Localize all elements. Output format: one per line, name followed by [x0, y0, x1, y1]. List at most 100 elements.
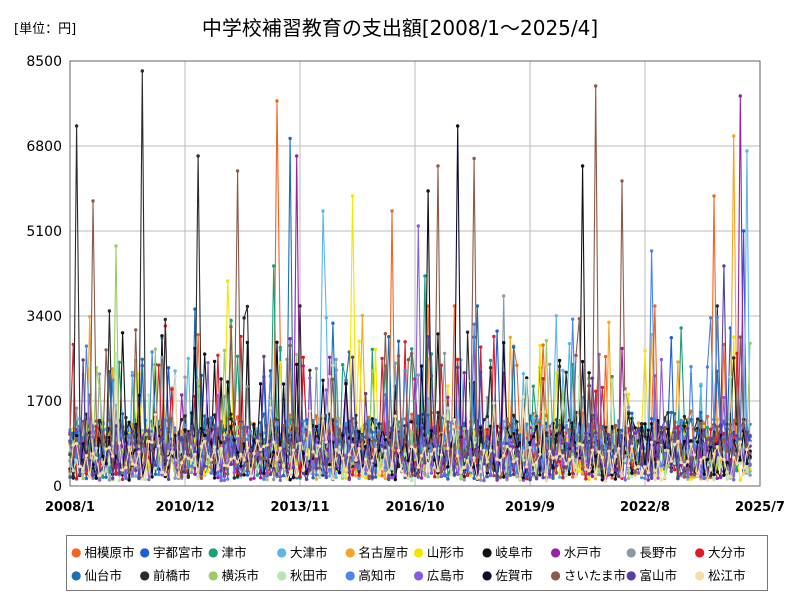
data-point: [610, 470, 614, 474]
data-point: [679, 418, 683, 422]
data-point: [633, 426, 637, 430]
data-point: [682, 414, 687, 419]
data-point: [699, 410, 703, 415]
data-point: [380, 444, 384, 448]
data-point: [157, 444, 161, 448]
data-point: [262, 354, 266, 359]
data-point: [518, 441, 522, 445]
data-point: [410, 412, 414, 416]
data-point: [193, 346, 197, 351]
data-point: [564, 462, 568, 466]
data-point: [383, 449, 388, 453]
data-point: [203, 414, 207, 418]
data-point: [534, 414, 539, 418]
data-point: [387, 335, 391, 339]
data-point: [344, 476, 348, 480]
data-point: [373, 447, 378, 452]
data-point: [193, 472, 197, 476]
data-point: [498, 440, 503, 444]
data-point: [383, 476, 388, 481]
data-point: [465, 330, 470, 334]
data-point: [268, 472, 273, 477]
data-point: [643, 476, 647, 480]
data-point: [508, 447, 512, 451]
data-point: [626, 405, 631, 409]
data-point: [281, 463, 286, 468]
legend-item: ● 大津市: [276, 542, 344, 561]
data-point: [242, 469, 246, 473]
data-point: [380, 455, 384, 459]
data-point: [209, 458, 213, 462]
data-point: [630, 444, 634, 449]
legend-marker-icon: ●: [71, 544, 82, 559]
x-tick-label: 2019/9: [505, 500, 555, 515]
data-point: [350, 473, 355, 477]
data-point: [508, 435, 512, 439]
data-point: [669, 410, 673, 415]
data-point: [193, 452, 197, 457]
data-point: [613, 454, 618, 459]
data-point: [377, 429, 381, 433]
data-point: [584, 477, 588, 481]
data-point: [525, 477, 529, 481]
data-point: [485, 475, 489, 479]
data-point: [91, 451, 95, 456]
data-point: [433, 447, 437, 451]
data-point: [452, 472, 457, 476]
data-point: [101, 454, 105, 459]
data-point: [160, 470, 164, 474]
data-point: [97, 473, 102, 478]
data-point: [669, 469, 673, 473]
data-point: [357, 460, 361, 464]
legend-label: 前橋市: [152, 568, 191, 583]
data-point: [134, 463, 138, 467]
data-point: [216, 393, 220, 398]
data-point: [715, 417, 719, 422]
data-point: [630, 411, 634, 415]
data-point: [610, 378, 614, 382]
data-point: [206, 361, 210, 365]
data-point: [479, 345, 483, 349]
data-point: [341, 456, 345, 460]
data-point: [212, 427, 217, 431]
data-point: [423, 446, 427, 451]
data-point: [170, 387, 174, 391]
data-point: [587, 376, 591, 380]
data-point: [738, 423, 742, 427]
data-point: [406, 418, 411, 423]
data-point: [469, 420, 473, 424]
data-point: [590, 469, 595, 474]
data-point: [180, 474, 184, 478]
data-point: [183, 423, 187, 427]
data-point: [71, 440, 76, 444]
data-point: [738, 458, 742, 462]
data-point: [403, 458, 407, 462]
data-point: [262, 431, 266, 435]
data-point: [722, 395, 726, 400]
data-point: [436, 410, 440, 415]
data-point: [456, 124, 460, 128]
data-point: [203, 352, 207, 356]
data-point: [249, 453, 253, 458]
data-point: [406, 476, 411, 481]
data-point: [157, 363, 161, 367]
data-point: [702, 476, 706, 480]
data-point: [268, 406, 273, 410]
data-point: [88, 475, 92, 479]
data-point: [390, 473, 394, 477]
data-point: [150, 475, 154, 479]
data-point: [229, 325, 233, 329]
data-point: [262, 412, 266, 416]
data-point: [196, 333, 200, 337]
data-point: [272, 466, 276, 471]
data-point: [728, 475, 733, 479]
data-point: [232, 476, 236, 480]
data-point: [91, 463, 95, 467]
data-point: [127, 470, 131, 475]
legend-label: 大分市: [707, 545, 746, 560]
data-point: [84, 466, 89, 471]
data-point: [738, 461, 742, 465]
data-point: [331, 321, 335, 325]
data-point: [580, 466, 585, 470]
